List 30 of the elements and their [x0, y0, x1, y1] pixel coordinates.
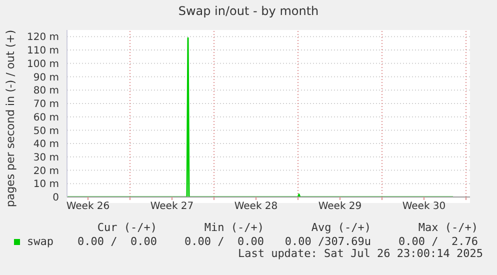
y-tick-label: 0 [52, 192, 59, 204]
y-tick-label: 70 m [33, 99, 59, 110]
y-tick-label: 30 m [33, 152, 59, 164]
text: 0.00 / 2.76 [398, 235, 478, 248]
y-tick-label: 100 m [26, 58, 59, 70]
x-tick-label: Week 29 [318, 201, 362, 212]
text: Avg (-/+) [310, 221, 371, 234]
text: 0.00 / 0.00 [76, 235, 157, 248]
x-tick-label: Week 28 [234, 201, 278, 212]
x-tick-label: Week 30 [402, 201, 446, 212]
legend-label: swap [27, 235, 54, 248]
text: Last update: Sat Jul 26 23:00:14 2025 [238, 247, 483, 260]
text: 0.00 / 0.00 [184, 235, 264, 248]
y-tick-label: 90 m [33, 72, 59, 84]
text: 0.00 /307.69u [284, 235, 371, 248]
y-tick-label: 120 m [26, 32, 59, 44]
y-tick-label: 40 m [33, 139, 59, 150]
y-axis-title: pages per second in (-) / out (+) [4, 29, 18, 207]
text: Min (-/+) [203, 221, 264, 234]
y-tick-label: 60 m [33, 112, 59, 124]
text: Max (-/+) [417, 221, 478, 234]
y-tick-label: 10 m [33, 179, 59, 190]
y-tick-label: 110 m [26, 46, 59, 57]
text: Cur (-/+) [96, 221, 157, 234]
y-tick-label: 50 m [33, 126, 59, 137]
y-tick-label: 80 m [33, 86, 59, 97]
y-tick-label: 20 m [33, 166, 59, 177]
x-tick-label: Week 27 [150, 201, 194, 212]
x-tick-label: Week 26 [66, 201, 110, 212]
chart-title: Swap in/out - by month [177, 4, 320, 18]
